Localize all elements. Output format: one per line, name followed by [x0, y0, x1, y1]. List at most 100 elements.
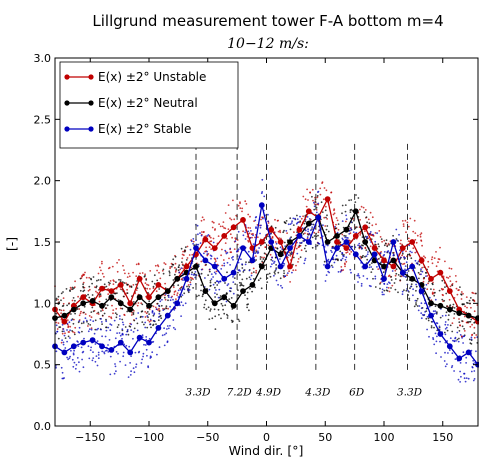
series-point	[305, 208, 312, 215]
series-point	[61, 349, 68, 356]
series-point	[61, 312, 68, 319]
series-line-0	[54, 197, 479, 323]
series-point	[352, 233, 359, 239]
series-point	[428, 312, 434, 319]
series-lines	[52, 196, 479, 368]
series-point	[465, 312, 472, 319]
y-tick-label: 3.0	[34, 52, 52, 65]
series-point	[155, 282, 162, 288]
legend: E(x) ±2° Unstable E(x) ±2° Neutral E(x) ±2…	[59, 61, 239, 149]
series-point	[418, 288, 425, 295]
series-point	[287, 239, 293, 245]
series-point	[381, 263, 387, 270]
vline-label-0: 3.3D	[185, 386, 211, 398]
series-point	[183, 275, 190, 282]
series-point	[446, 343, 453, 350]
series-point	[230, 224, 237, 231]
series-point	[249, 257, 256, 264]
series-point	[287, 245, 293, 252]
series-point	[343, 239, 350, 245]
vline-label-2: 4.9D	[255, 386, 282, 398]
series-point	[155, 294, 162, 301]
series-point	[268, 239, 275, 245]
chart-title: Lillgrund measurement tower F-A bottom m…	[92, 12, 443, 30]
series-point	[230, 269, 237, 276]
series-point	[456, 355, 463, 362]
series-point	[99, 302, 105, 309]
series-point	[456, 310, 463, 317]
series-point	[61, 318, 68, 325]
vline-label-1: 7.2D	[227, 386, 253, 398]
series-point	[193, 263, 199, 270]
series-point	[381, 275, 387, 282]
series-point	[108, 294, 115, 301]
series-point	[202, 257, 209, 264]
series-point	[193, 245, 199, 252]
x-tick-label: 150	[432, 431, 453, 444]
series-point	[89, 337, 96, 344]
series-point	[446, 306, 453, 313]
series-point	[315, 214, 322, 221]
series-point	[277, 239, 284, 245]
series-point	[334, 239, 340, 245]
series-point	[258, 202, 265, 209]
series-point	[230, 302, 237, 309]
series-point	[240, 217, 246, 223]
series-point	[127, 349, 134, 356]
series-point	[70, 306, 77, 313]
series-point	[465, 349, 472, 356]
series-point	[324, 196, 331, 203]
y-tick-label: 0.5	[34, 359, 52, 372]
series-point	[296, 226, 303, 233]
series-point	[268, 226, 275, 233]
series-point	[437, 331, 444, 337]
series-point	[108, 288, 115, 295]
series-point	[390, 239, 397, 245]
series-point	[127, 300, 134, 307]
series-point	[249, 282, 256, 288]
series-point	[136, 334, 143, 341]
legend-label-2: E(x) ±2° Stable	[98, 122, 191, 136]
series-point	[211, 245, 218, 252]
y-tick-label: 1.5	[34, 236, 52, 249]
series-point	[428, 300, 434, 307]
series-point	[155, 325, 162, 331]
series-point	[390, 257, 397, 264]
chart-subtitle: 10−12 m/s:	[227, 36, 309, 52]
series-point	[127, 306, 134, 313]
series-point	[362, 263, 369, 270]
series-point	[240, 245, 246, 252]
x-tick-label: 50	[318, 431, 332, 444]
series-point	[99, 343, 105, 350]
y-tick-label: 1.0	[34, 297, 52, 310]
series-line-2	[54, 205, 479, 366]
series-point	[409, 239, 416, 245]
x-tick-label: −150	[75, 431, 105, 444]
series-point	[89, 298, 96, 304]
axis-ticks: −150 −100 −50 0 50 100 150 0.0 0.5 1.0 1.5 2.0 2.5 3.…	[34, 52, 478, 444]
series-point	[324, 239, 331, 245]
series-point	[362, 224, 369, 231]
x-tick-label: 0	[263, 431, 270, 444]
series-point	[409, 275, 416, 282]
x-tick-label: 100	[374, 431, 395, 444]
series-point	[174, 300, 181, 307]
series-point	[277, 251, 284, 258]
series-point	[428, 275, 434, 282]
series-point	[136, 275, 143, 282]
series-point	[80, 339, 87, 346]
x-axis-label: Wind dir. [°]	[229, 443, 304, 458]
series-point	[437, 269, 444, 276]
series-point	[277, 263, 284, 270]
series-point	[136, 294, 143, 301]
vline-label-4: 6D	[349, 386, 365, 398]
y-tick-label: 2.0	[34, 175, 52, 188]
series-point	[446, 288, 453, 295]
series-point	[240, 288, 246, 295]
series-point	[202, 236, 209, 243]
series-point	[80, 300, 87, 307]
series-point	[80, 294, 87, 301]
series-point	[221, 294, 228, 301]
series-point	[202, 288, 209, 295]
